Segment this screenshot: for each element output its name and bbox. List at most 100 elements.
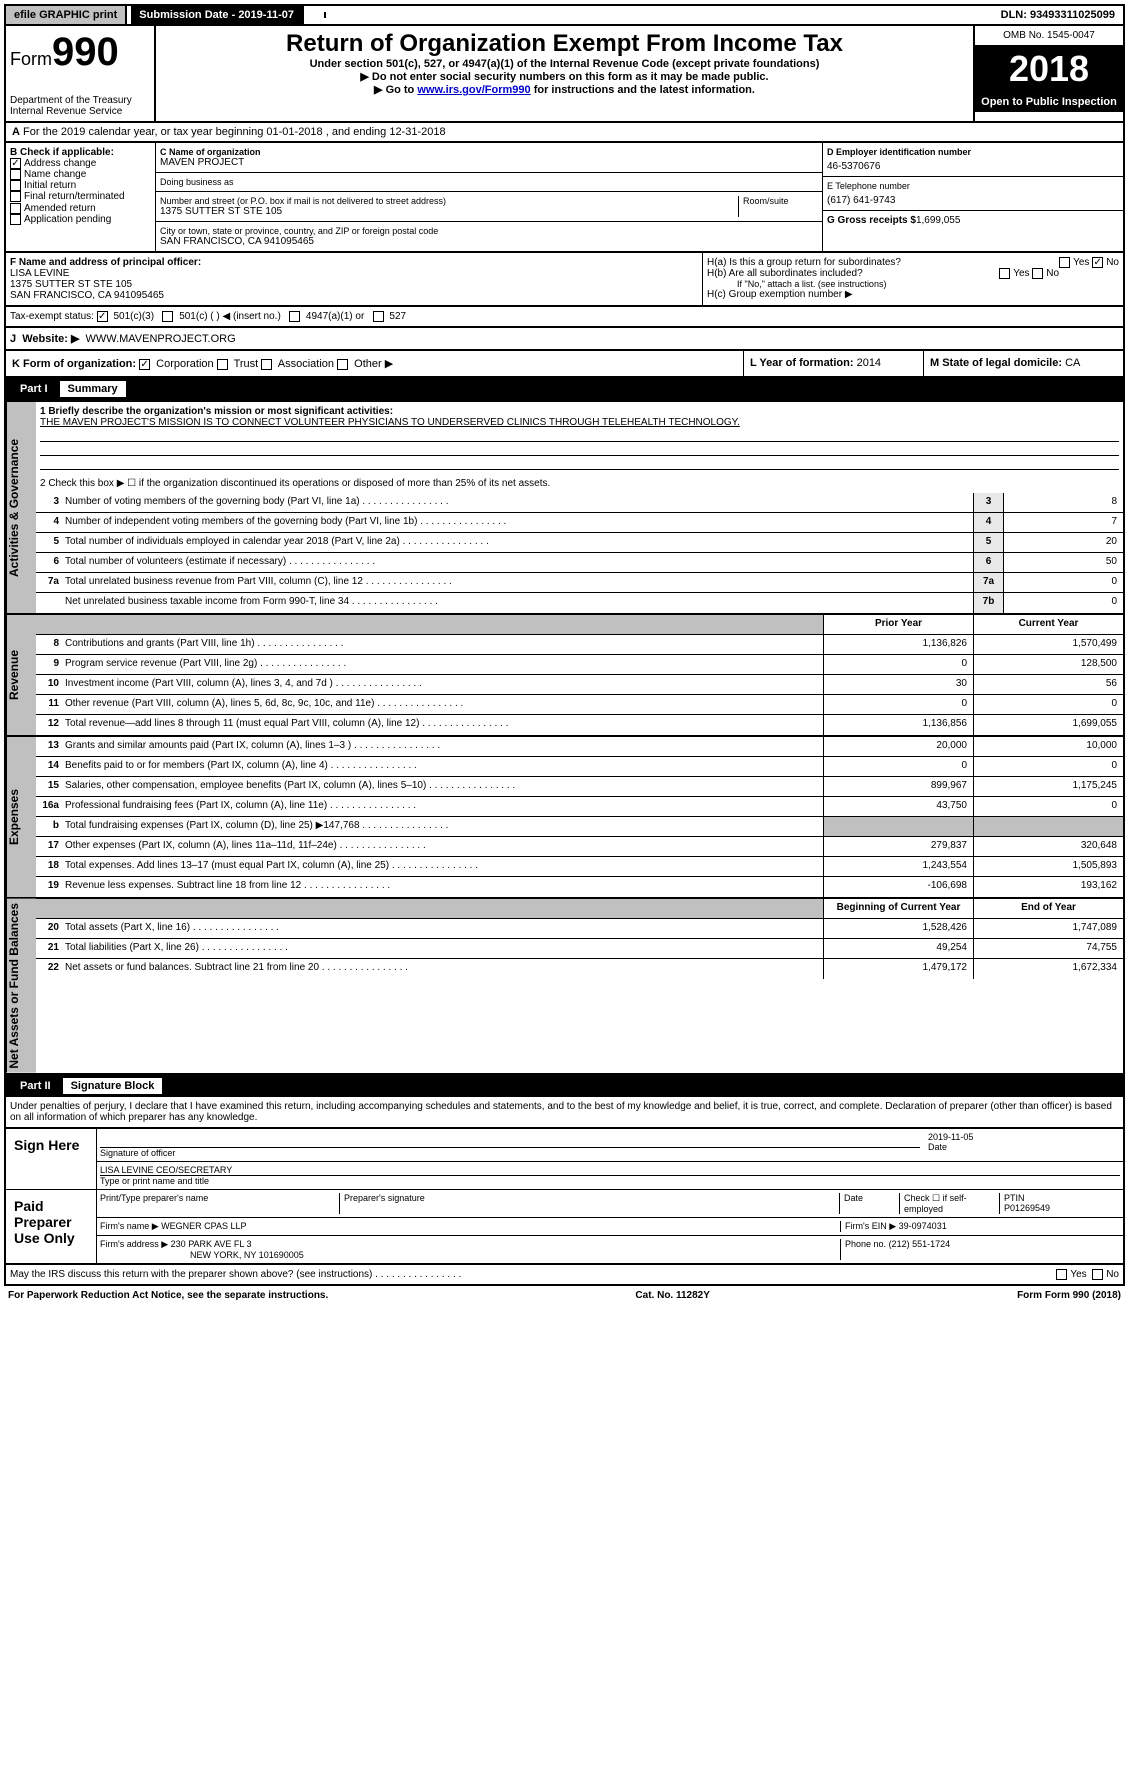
check-other[interactable] (337, 359, 348, 370)
line2: 2 Check this box ▶ ☐ if the organization… (36, 474, 1123, 493)
street-row: Number and street (or P.O. box if mail i… (156, 192, 822, 222)
mission-statement: THE MAVEN PROJECT'S MISSION IS TO CONNEC… (40, 417, 740, 428)
ein-value: 46-5370676 (827, 161, 1119, 172)
table-row: 12 Total revenue—add lines 8 through 11 … (36, 715, 1123, 735)
box-l: L Year of formation: 2014 (743, 351, 923, 376)
paid-preparer-label: Paid Preparer Use Only (6, 1190, 96, 1263)
signature-block: Sign Here Signature of officer 2019-11-0… (4, 1129, 1125, 1265)
form-header: Form990 Department of the Treasury Inter… (4, 26, 1125, 123)
table-row: Net unrelated business taxable income fr… (36, 593, 1123, 613)
col-self-employed: Check ☐ if self-employed (900, 1193, 1000, 1214)
part1-header: Part I Summary (4, 378, 1125, 400)
check-amended[interactable] (10, 203, 21, 214)
firm-address: 230 PARK AVE FL 3 (171, 1239, 252, 1249)
table-row: 11 Other revenue (Part VIII, column (A),… (36, 695, 1123, 715)
website-row: J Website: ▶ WWW.MAVENPROJECT.ORG (4, 328, 1125, 351)
ha-yes[interactable] (1059, 257, 1070, 268)
box-m: M State of legal domicile: CA (923, 351, 1123, 376)
box-de: D Employer identification number 46-5370… (823, 143, 1123, 251)
group-exemption: H(c) Group exemption number ▶ (707, 289, 1119, 300)
side-balances: Net Assets or Fund Balances (6, 899, 36, 1073)
check-501c3[interactable] (97, 311, 108, 322)
table-row: 15 Salaries, other compensation, employe… (36, 777, 1123, 797)
col-ptin: PTIN P01269549 (1000, 1193, 1120, 1214)
firm-ein: 39-0974031 (899, 1221, 947, 1231)
hb-no[interactable] (1032, 268, 1043, 279)
tax-exempt-row: Tax-exempt status: 501(c)(3) 501(c) ( ) … (4, 307, 1125, 328)
check-final-return[interactable] (10, 191, 21, 202)
tax-year-range: For the 2019 calendar year, or tax year … (23, 126, 446, 138)
instructions-link[interactable]: www.irs.gov/Form990 (417, 84, 530, 96)
box-b-label: B Check if applicable: (10, 147, 151, 158)
box-k: K Form of organization: Corporation Trus… (6, 351, 743, 376)
table-row: b Total fundraising expenses (Part IX, c… (36, 817, 1123, 837)
check-corporation[interactable] (139, 359, 150, 370)
table-row: 10 Investment income (Part VIII, column … (36, 675, 1123, 695)
tax-year: 2018 (975, 46, 1123, 92)
sig-date: 2019-11-05 (928, 1132, 1120, 1142)
table-row: 13 Grants and similar amounts paid (Part… (36, 737, 1123, 757)
table-row: 3 Number of voting members of the govern… (36, 493, 1123, 513)
col-preparer-sig: Preparer's signature (340, 1193, 840, 1214)
perjury-statement: Under penalties of perjury, I declare th… (4, 1097, 1125, 1129)
discuss-row: May the IRS discuss this return with the… (4, 1265, 1125, 1286)
check-501c[interactable] (162, 311, 173, 322)
submission-date: Submission Date - 2019-11-07 (131, 6, 304, 24)
dept-label: Department of the Treasury Internal Reve… (10, 95, 150, 117)
side-revenue: Revenue (6, 615, 36, 735)
city-row: City or town, state or province, country… (156, 222, 822, 251)
discuss-yes[interactable] (1056, 1269, 1067, 1280)
part1-revenue: Revenue Prior Year Current Year 8 Contri… (4, 615, 1125, 737)
box-b: B Check if applicable: Address change Na… (6, 143, 156, 251)
year-header-row: Prior Year Current Year (36, 615, 1123, 635)
table-row: 21 Total liabilities (Part X, line 26) 4… (36, 939, 1123, 959)
preparer-phone: (212) 551-1724 (889, 1239, 951, 1249)
efile-label[interactable]: efile GRAPHIC print (6, 6, 127, 24)
phone-value: (617) 641-9743 (827, 195, 1119, 206)
sig-officer-label: Signature of officer (100, 1148, 920, 1158)
footer: For Paperwork Reduction Act Notice, see … (4, 1286, 1125, 1305)
gross-receipts-row: G Gross receipts $1,699,055 (823, 211, 1123, 230)
col-print-name: Print/Type preparer's name (100, 1193, 340, 1214)
check-name-change[interactable] (10, 169, 21, 180)
check-association[interactable] (261, 359, 272, 370)
spacer (308, 12, 326, 18)
part1-expenses: Expenses 13 Grants and similar amounts p… (4, 737, 1125, 899)
dba-row: Doing business as (156, 173, 822, 192)
gross-receipts: 1,699,055 (916, 215, 961, 226)
table-row: 6 Total number of volunteers (estimate i… (36, 553, 1123, 573)
sign-here-label: Sign Here (6, 1129, 96, 1189)
website-value: WWW.MAVENPROJECT.ORG (86, 333, 236, 345)
box-c: C Name of organization MAVEN PROJECT Doi… (156, 143, 823, 251)
check-527[interactable] (373, 311, 384, 322)
header-right: OMB No. 1545-0047 2018 Open to Public In… (973, 26, 1123, 121)
part1-balances: Net Assets or Fund Balances Beginning of… (4, 899, 1125, 1075)
hb-yes[interactable] (999, 268, 1010, 279)
check-address-change[interactable] (10, 158, 21, 169)
line1: 1 Briefly describe the organization's mi… (36, 402, 1123, 474)
check-4947[interactable] (289, 311, 300, 322)
org-name-row: C Name of organization MAVEN PROJECT (156, 143, 822, 173)
cat-number: Cat. No. 11282Y (635, 1290, 709, 1301)
subtitle-1: Under section 501(c), 527, or 4947(a)(1)… (160, 58, 969, 70)
table-row: 9 Program service revenue (Part VIII, li… (36, 655, 1123, 675)
check-initial-return[interactable] (10, 180, 21, 191)
ptin-value: P01269549 (1004, 1203, 1120, 1213)
discuss-no[interactable] (1092, 1269, 1103, 1280)
main-title: Return of Organization Exempt From Incom… (160, 30, 969, 58)
check-application-pending[interactable] (10, 214, 21, 225)
table-row: 4 Number of independent voting members o… (36, 513, 1123, 533)
col-date: Date (840, 1193, 900, 1214)
table-row: 18 Total expenses. Add lines 13–17 (must… (36, 857, 1123, 877)
ha-no[interactable] (1092, 257, 1103, 268)
table-row: 7a Total unrelated business revenue from… (36, 573, 1123, 593)
table-row: 16a Professional fundraising fees (Part … (36, 797, 1123, 817)
check-trust[interactable] (217, 359, 228, 370)
form-number: Form990 (10, 30, 150, 75)
header-left: Form990 Department of the Treasury Inter… (6, 26, 156, 121)
table-row: 8 Contributions and grants (Part VIII, l… (36, 635, 1123, 655)
table-row: 5 Total number of individuals employed i… (36, 533, 1123, 553)
officer-name: LISA LEVINE (10, 268, 69, 279)
officer-printed-name: LISA LEVINE CEO/SECRETARY (100, 1165, 1120, 1176)
side-governance: Activities & Governance (6, 402, 36, 613)
